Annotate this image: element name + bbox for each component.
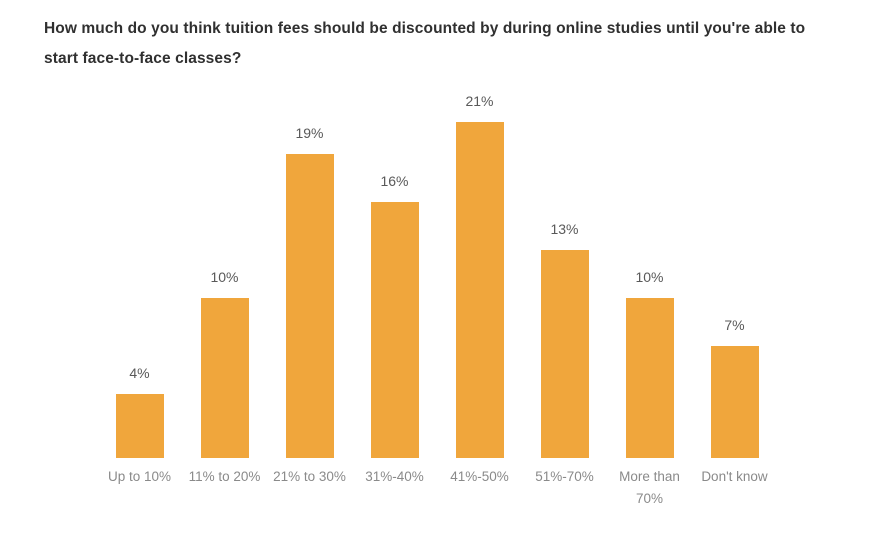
bar	[540, 250, 589, 458]
bar-column: 16%	[352, 173, 437, 458]
bar-column: 10%	[182, 269, 267, 458]
x-axis-labels: Up to 10% 11% to 20% 21% to 30% 31%-40% 41%-…	[97, 466, 777, 510]
bar-value-label: 7%	[724, 317, 745, 333]
bar-value-label: 10%	[635, 269, 664, 285]
bar	[285, 154, 334, 458]
x-axis-tick-label: Don't know	[701, 469, 768, 484]
bar-column: 7%	[692, 317, 777, 458]
x-axis-tick-label: Up to 10%	[107, 469, 172, 484]
bar	[115, 394, 164, 458]
bar-value-label: 16%	[380, 173, 409, 189]
x-axis-tick-label: 11% to 20%	[188, 469, 261, 484]
chart-title: How much do you think tuition fees shoul…	[44, 20, 806, 67]
bar-column: 21%	[437, 93, 522, 458]
bar-value-label: 21%	[465, 93, 494, 109]
x-axis-tick-label: 41%-50%	[450, 469, 509, 484]
bar	[625, 298, 674, 458]
bar	[370, 202, 419, 458]
bar-value-label: 10%	[210, 269, 239, 285]
bar-column: 19%	[267, 125, 352, 458]
x-axis-tick-label: 51%-70%	[535, 469, 594, 484]
x-axis-tick-label: 21% to 30%	[273, 469, 346, 484]
bar-column: 10%	[607, 269, 692, 458]
bar-value-label: 4%	[129, 365, 150, 381]
bar	[710, 346, 759, 458]
bars-area: 4% 10% 19% 16% 21% 13% 10% 7%	[97, 0, 777, 458]
x-axis-tick-label: 31%-40%	[365, 469, 424, 484]
bar	[455, 122, 504, 458]
bar-value-label: 13%	[550, 221, 579, 237]
bar	[200, 298, 249, 458]
bar-value-label: 19%	[295, 125, 324, 141]
x-axis-tick-label: More than 70%	[619, 469, 680, 506]
bar-column: 13%	[522, 221, 607, 458]
bar-column: 4%	[97, 365, 182, 458]
